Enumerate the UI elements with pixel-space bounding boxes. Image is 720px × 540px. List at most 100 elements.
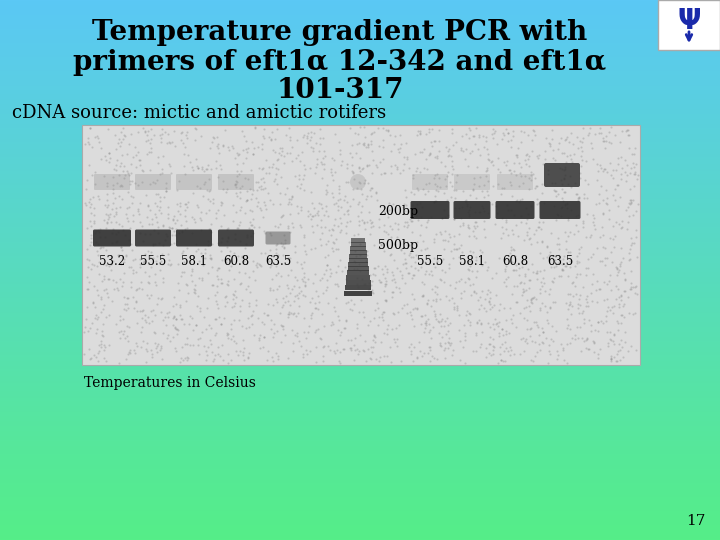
Point xyxy=(401,153,413,161)
Point xyxy=(430,295,441,303)
Point xyxy=(228,301,240,310)
Point xyxy=(277,300,289,309)
Point xyxy=(305,128,317,137)
Point xyxy=(143,220,155,229)
Point xyxy=(204,206,215,214)
Point xyxy=(210,315,221,324)
Point xyxy=(561,340,572,348)
Point xyxy=(294,156,305,165)
Point xyxy=(81,255,93,264)
Point xyxy=(104,148,115,157)
Point xyxy=(456,202,468,211)
Point xyxy=(194,307,206,315)
Point xyxy=(130,286,141,295)
Point xyxy=(446,161,458,170)
Point xyxy=(588,250,599,259)
Point xyxy=(276,144,288,152)
Point xyxy=(611,349,623,358)
Point xyxy=(460,144,472,153)
Point xyxy=(208,355,220,363)
Point xyxy=(444,178,456,186)
Point xyxy=(156,209,167,218)
Point xyxy=(222,224,233,232)
Point xyxy=(146,349,158,358)
Point xyxy=(182,198,194,206)
Point xyxy=(94,244,106,252)
Point xyxy=(346,306,358,314)
Point xyxy=(527,293,539,302)
Point xyxy=(228,291,240,299)
Point xyxy=(235,237,246,245)
Point xyxy=(492,180,504,188)
Point xyxy=(116,159,127,167)
Point xyxy=(629,289,641,298)
Point xyxy=(444,295,455,304)
Point xyxy=(486,130,498,138)
Point xyxy=(622,218,634,227)
Point xyxy=(439,236,451,245)
Point xyxy=(417,237,428,245)
Point xyxy=(549,156,561,165)
Point xyxy=(130,268,142,276)
Point xyxy=(305,143,317,151)
Point xyxy=(333,137,345,146)
Point xyxy=(385,169,397,178)
Point xyxy=(495,167,506,176)
Point xyxy=(462,307,473,315)
Point xyxy=(222,280,234,289)
Point xyxy=(95,343,107,352)
Point xyxy=(376,309,387,318)
Point xyxy=(349,258,361,266)
Point xyxy=(476,260,487,269)
Point xyxy=(473,131,485,139)
Point xyxy=(327,225,338,234)
Point xyxy=(601,280,613,288)
Point xyxy=(304,321,315,330)
Point xyxy=(469,140,481,149)
Point xyxy=(471,267,482,275)
FancyBboxPatch shape xyxy=(176,174,212,190)
Point xyxy=(323,226,334,234)
Point xyxy=(559,228,571,237)
Point xyxy=(176,129,187,137)
Point xyxy=(189,123,201,132)
Point xyxy=(618,300,630,308)
Point xyxy=(282,255,293,264)
Point xyxy=(534,151,545,160)
Point xyxy=(234,307,246,315)
Point xyxy=(366,348,378,356)
Point xyxy=(217,356,229,364)
Point xyxy=(318,211,330,220)
Point xyxy=(432,316,444,325)
Point xyxy=(323,299,334,307)
Point xyxy=(562,359,573,367)
Point xyxy=(127,192,139,201)
Point xyxy=(204,225,216,233)
Bar xyxy=(348,266,369,271)
Point xyxy=(86,171,98,180)
Point xyxy=(535,225,546,233)
Point xyxy=(110,204,122,213)
Point xyxy=(464,202,475,211)
Point xyxy=(613,220,625,228)
Point xyxy=(631,226,642,235)
Point xyxy=(564,298,576,306)
Point xyxy=(428,235,440,244)
Point xyxy=(628,196,639,205)
Point xyxy=(351,319,363,328)
Point xyxy=(438,278,450,287)
Point xyxy=(225,320,237,328)
Point xyxy=(276,303,287,312)
Point xyxy=(567,292,579,301)
Point xyxy=(580,157,592,166)
Point xyxy=(616,291,627,300)
Point xyxy=(629,170,640,179)
Point xyxy=(366,169,378,178)
Point xyxy=(566,158,577,166)
Point xyxy=(289,297,300,306)
Point xyxy=(468,185,480,193)
Point xyxy=(175,354,186,362)
Point xyxy=(366,222,377,231)
Point xyxy=(336,219,347,227)
Point xyxy=(539,147,551,156)
